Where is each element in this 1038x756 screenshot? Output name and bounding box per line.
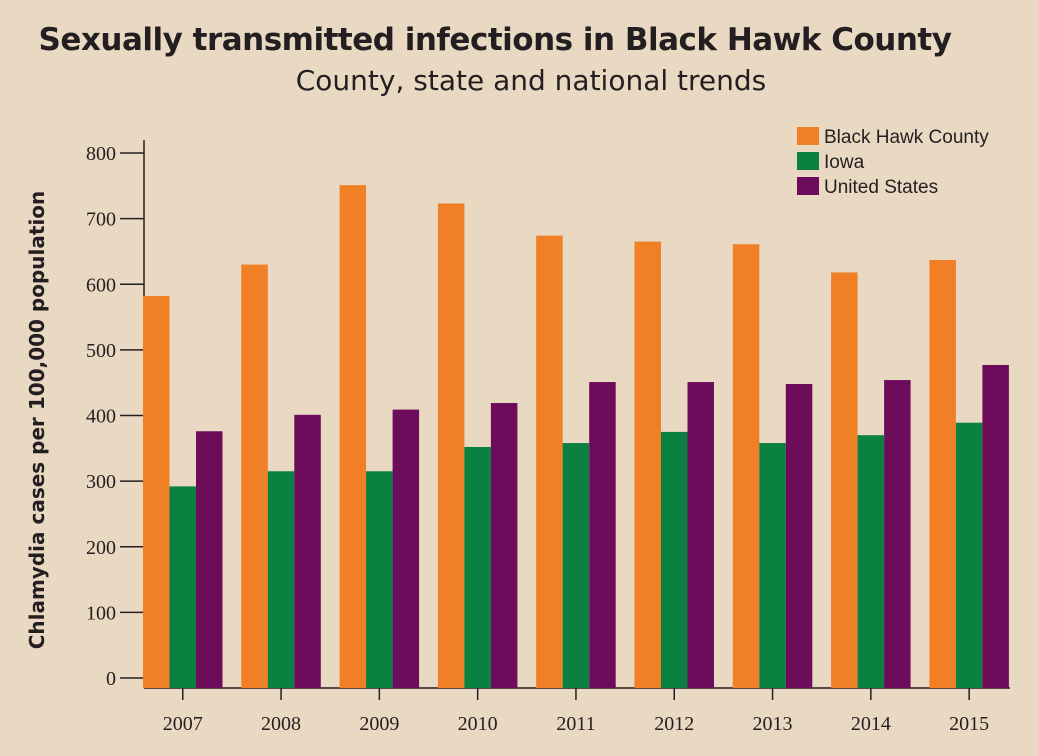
bar (490, 403, 518, 688)
x-tick-label: 2014 (851, 713, 891, 735)
bar (955, 422, 983, 688)
legend-label: Black Hawk County (824, 127, 989, 148)
x-tick-label: 2007 (163, 713, 203, 735)
bar (339, 185, 367, 688)
legend-swatch (797, 127, 819, 145)
bar (267, 471, 295, 688)
bar (589, 382, 616, 688)
x-tick-label: 2008 (261, 713, 301, 735)
legend-swatch (797, 152, 819, 170)
chart-subtitle: County, state and national trends (295, 64, 767, 97)
chart-title: Sexually transmitted infections in Black… (38, 22, 952, 58)
bar (732, 244, 760, 688)
y-tick-label: 700 (86, 209, 116, 231)
bar (241, 264, 268, 688)
x-axis: 2007 2008 2009 2010 2011 2012 2013 2014 2015 (144, 687, 1010, 735)
bar (392, 409, 420, 688)
y-tick-label: 600 (86, 274, 116, 296)
bar (366, 471, 393, 688)
x-tick-label: 2011 (556, 713, 595, 735)
bar (982, 364, 1009, 688)
bar (929, 259, 956, 688)
bar (634, 241, 661, 688)
x-tick-label: 2009 (359, 713, 399, 735)
bar (294, 414, 321, 688)
x-tick-label: 2013 (753, 713, 793, 735)
bar (196, 431, 223, 688)
bar (143, 296, 170, 688)
bar (687, 382, 714, 688)
bar (857, 435, 885, 688)
y-tick-label: 800 (86, 143, 116, 165)
bar (759, 443, 786, 688)
y-tick-label: 500 (86, 340, 116, 362)
legend: Black Hawk County Iowa United States (797, 127, 989, 198)
bar (785, 384, 813, 688)
y-axis-label: Chlamydia cases per 100,000 population (25, 191, 49, 650)
bar (562, 443, 590, 688)
y-tick-label: 400 (86, 406, 116, 428)
bar (831, 272, 858, 688)
legend-label: United States (824, 177, 938, 198)
y-tick-label: 100 (86, 602, 116, 624)
x-tick-label: 2010 (458, 713, 498, 735)
y-tick-label: 0 (106, 668, 116, 690)
x-tick-label: 2015 (949, 713, 989, 735)
bar (884, 380, 911, 688)
bar (536, 235, 563, 688)
legend-swatch (797, 177, 819, 195)
bars (143, 185, 1009, 688)
bar (437, 203, 465, 688)
x-tick-label: 2012 (654, 713, 694, 735)
legend-label: Iowa (824, 152, 865, 173)
y-tick-label: 300 (86, 471, 116, 493)
y-tick-label: 200 (86, 537, 116, 559)
bar (464, 447, 491, 688)
bar (169, 486, 196, 688)
bar (661, 431, 688, 688)
y-axis: 0 100 200 300 400 500 600 700 800 (86, 140, 145, 690)
